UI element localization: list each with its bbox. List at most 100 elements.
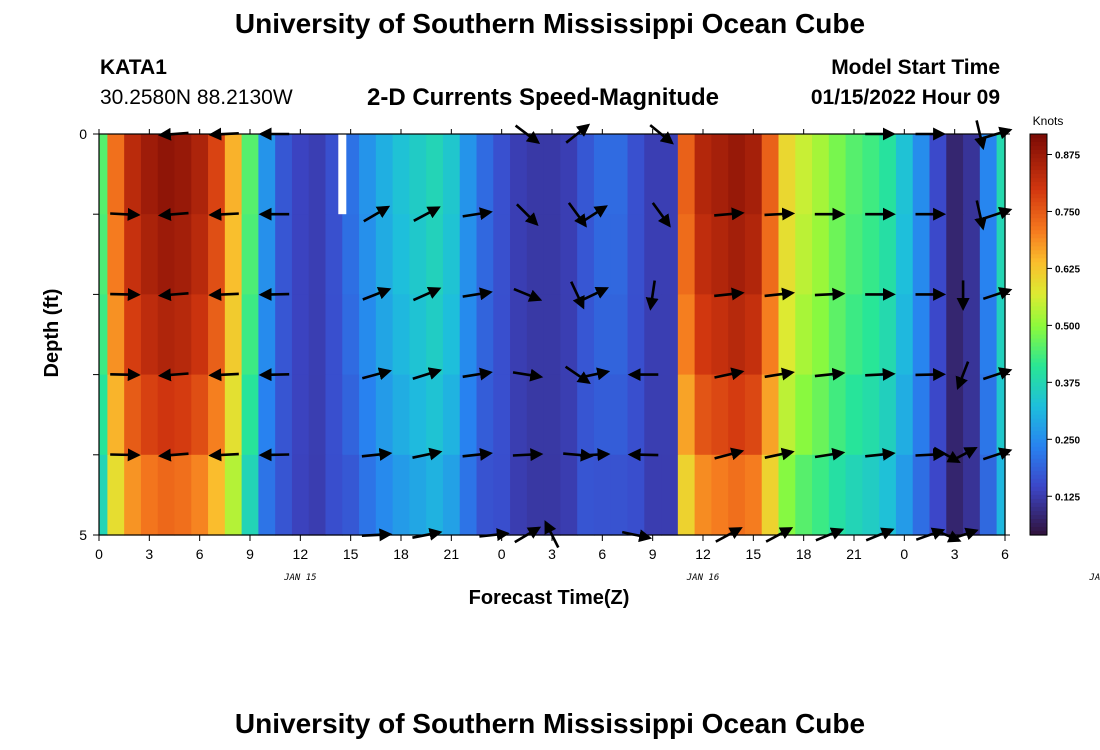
heatmap-cell <box>795 454 813 536</box>
colorbar-segment <box>1030 430 1047 436</box>
colorbar-segment <box>1030 438 1047 444</box>
colorbar-segment <box>1030 326 1047 332</box>
heatmap-cell <box>208 214 226 295</box>
heatmap-cell <box>610 374 629 456</box>
heatmap-cell <box>661 134 679 215</box>
current-vector-arrow <box>462 367 493 381</box>
colorbar-segment <box>1030 270 1047 275</box>
heatmap-cell <box>124 374 142 456</box>
x-tick-label: 0 <box>498 546 506 562</box>
colorbar-tick-label: 0.375 <box>1055 378 1080 389</box>
colorbar-segment <box>1030 318 1047 324</box>
heatmap-cell <box>912 214 931 295</box>
x-axis: 0 3 6 9 12 15 18 21 0 3 6 9 12 15 18 21 0 3 6 JAN 15 JAN 16 J… <box>95 129 1100 583</box>
heatmap-cell <box>140 374 159 456</box>
heatmap-cell <box>677 454 696 536</box>
colorbar-segment <box>1030 174 1047 179</box>
heatmap-cell <box>543 454 561 536</box>
colorbar-segment <box>1030 298 1047 304</box>
colorbar-segment <box>1030 202 1047 207</box>
x-tick-label: 18 <box>393 546 409 562</box>
current-vector-arrow <box>157 448 189 462</box>
current-vector-arrow <box>865 367 896 381</box>
current-vector-arrow <box>570 281 585 310</box>
colorbar-segment <box>1030 522 1047 528</box>
colorbar-segment <box>1030 154 1047 159</box>
colorbar-segment <box>1030 398 1047 404</box>
current-vector-arrow <box>814 287 846 301</box>
current-vector-arrow <box>412 447 443 461</box>
heatmap-cell <box>543 294 561 376</box>
colorbar-segment <box>1030 322 1047 328</box>
heatmap-cell <box>258 294 276 376</box>
heatmap-cell <box>493 134 511 215</box>
heatmap-cell <box>845 214 863 295</box>
current-vector-arrow <box>413 206 441 222</box>
colorbar-segment <box>1030 150 1047 155</box>
heatmap-cell <box>761 134 780 215</box>
colorbar-segment <box>1030 198 1047 203</box>
heatmap-cell <box>644 294 662 376</box>
colorbar-segment <box>1030 514 1047 520</box>
heatmap-cell <box>979 454 998 536</box>
current-vector-arrow <box>157 208 189 221</box>
heatmap-cell <box>661 374 679 456</box>
heatmap-cell <box>778 134 796 215</box>
heatmap-cell <box>895 454 914 536</box>
colorbar-segment <box>1030 506 1047 512</box>
heatmap-cell <box>862 294 880 376</box>
heatmap-cell <box>510 454 528 536</box>
heatmap-cell <box>862 374 880 456</box>
heatmap-cell <box>728 134 746 215</box>
heatmap-cell <box>342 214 360 295</box>
heatmap-cell <box>375 134 394 215</box>
x-tick-label: 0 <box>95 546 103 562</box>
current-vector-arrow <box>157 368 189 382</box>
heatmap-cell <box>308 454 327 536</box>
x-tick-label: 0 <box>900 546 908 562</box>
heatmap-cell <box>812 214 830 295</box>
x-tick-label: 6 <box>1001 546 1009 562</box>
heatmap-cell <box>392 214 410 295</box>
colorbar-segment <box>1030 422 1047 428</box>
heatmap-cell <box>375 214 394 295</box>
heatmap-cell <box>342 134 360 215</box>
heatmap-cell <box>946 214 964 295</box>
heatmap-cell <box>543 374 561 456</box>
missing-data-cell <box>338 134 347 215</box>
heatmap-cell <box>392 134 410 215</box>
heatmap-cell <box>979 134 998 215</box>
heatmap-cell <box>208 294 226 376</box>
colorbar-segment <box>1030 218 1047 223</box>
colorbar-segment <box>1030 234 1047 239</box>
heatmap-cell <box>912 134 931 215</box>
heatmap-cell <box>275 134 293 215</box>
current-vector-arrow <box>412 286 442 302</box>
heatmap-cell <box>728 294 746 376</box>
current-vector-arrow <box>564 365 591 384</box>
heatmap-cell <box>644 134 662 215</box>
colorbar-segment <box>1030 350 1047 356</box>
heatmap-cell <box>761 214 780 295</box>
colorbar-segment <box>1030 414 1047 420</box>
colorbar-segment <box>1030 138 1047 143</box>
heatmap-cell <box>442 214 461 295</box>
current-vector-arrow <box>581 205 608 223</box>
heatmap-cell <box>744 454 763 536</box>
heatmap-cell <box>610 134 629 215</box>
heatmap-cell <box>124 214 142 295</box>
heatmap-cell <box>208 454 226 536</box>
colorbar-segment <box>1030 214 1047 219</box>
colorbar-segment <box>1030 230 1047 235</box>
colorbar-segment <box>1030 466 1047 472</box>
heatmap-cell <box>157 374 176 456</box>
colorbar-segment <box>1030 358 1047 364</box>
colorbar-segment <box>1030 186 1047 191</box>
x-tick-label: 15 <box>343 546 359 562</box>
heatmap-cell <box>291 454 310 536</box>
heatmap-cell <box>526 294 545 376</box>
heatmap-cell <box>308 294 327 376</box>
heatmap-cell <box>409 214 427 295</box>
colorbar-segment <box>1030 290 1047 295</box>
colorbar-segment <box>1030 486 1047 492</box>
